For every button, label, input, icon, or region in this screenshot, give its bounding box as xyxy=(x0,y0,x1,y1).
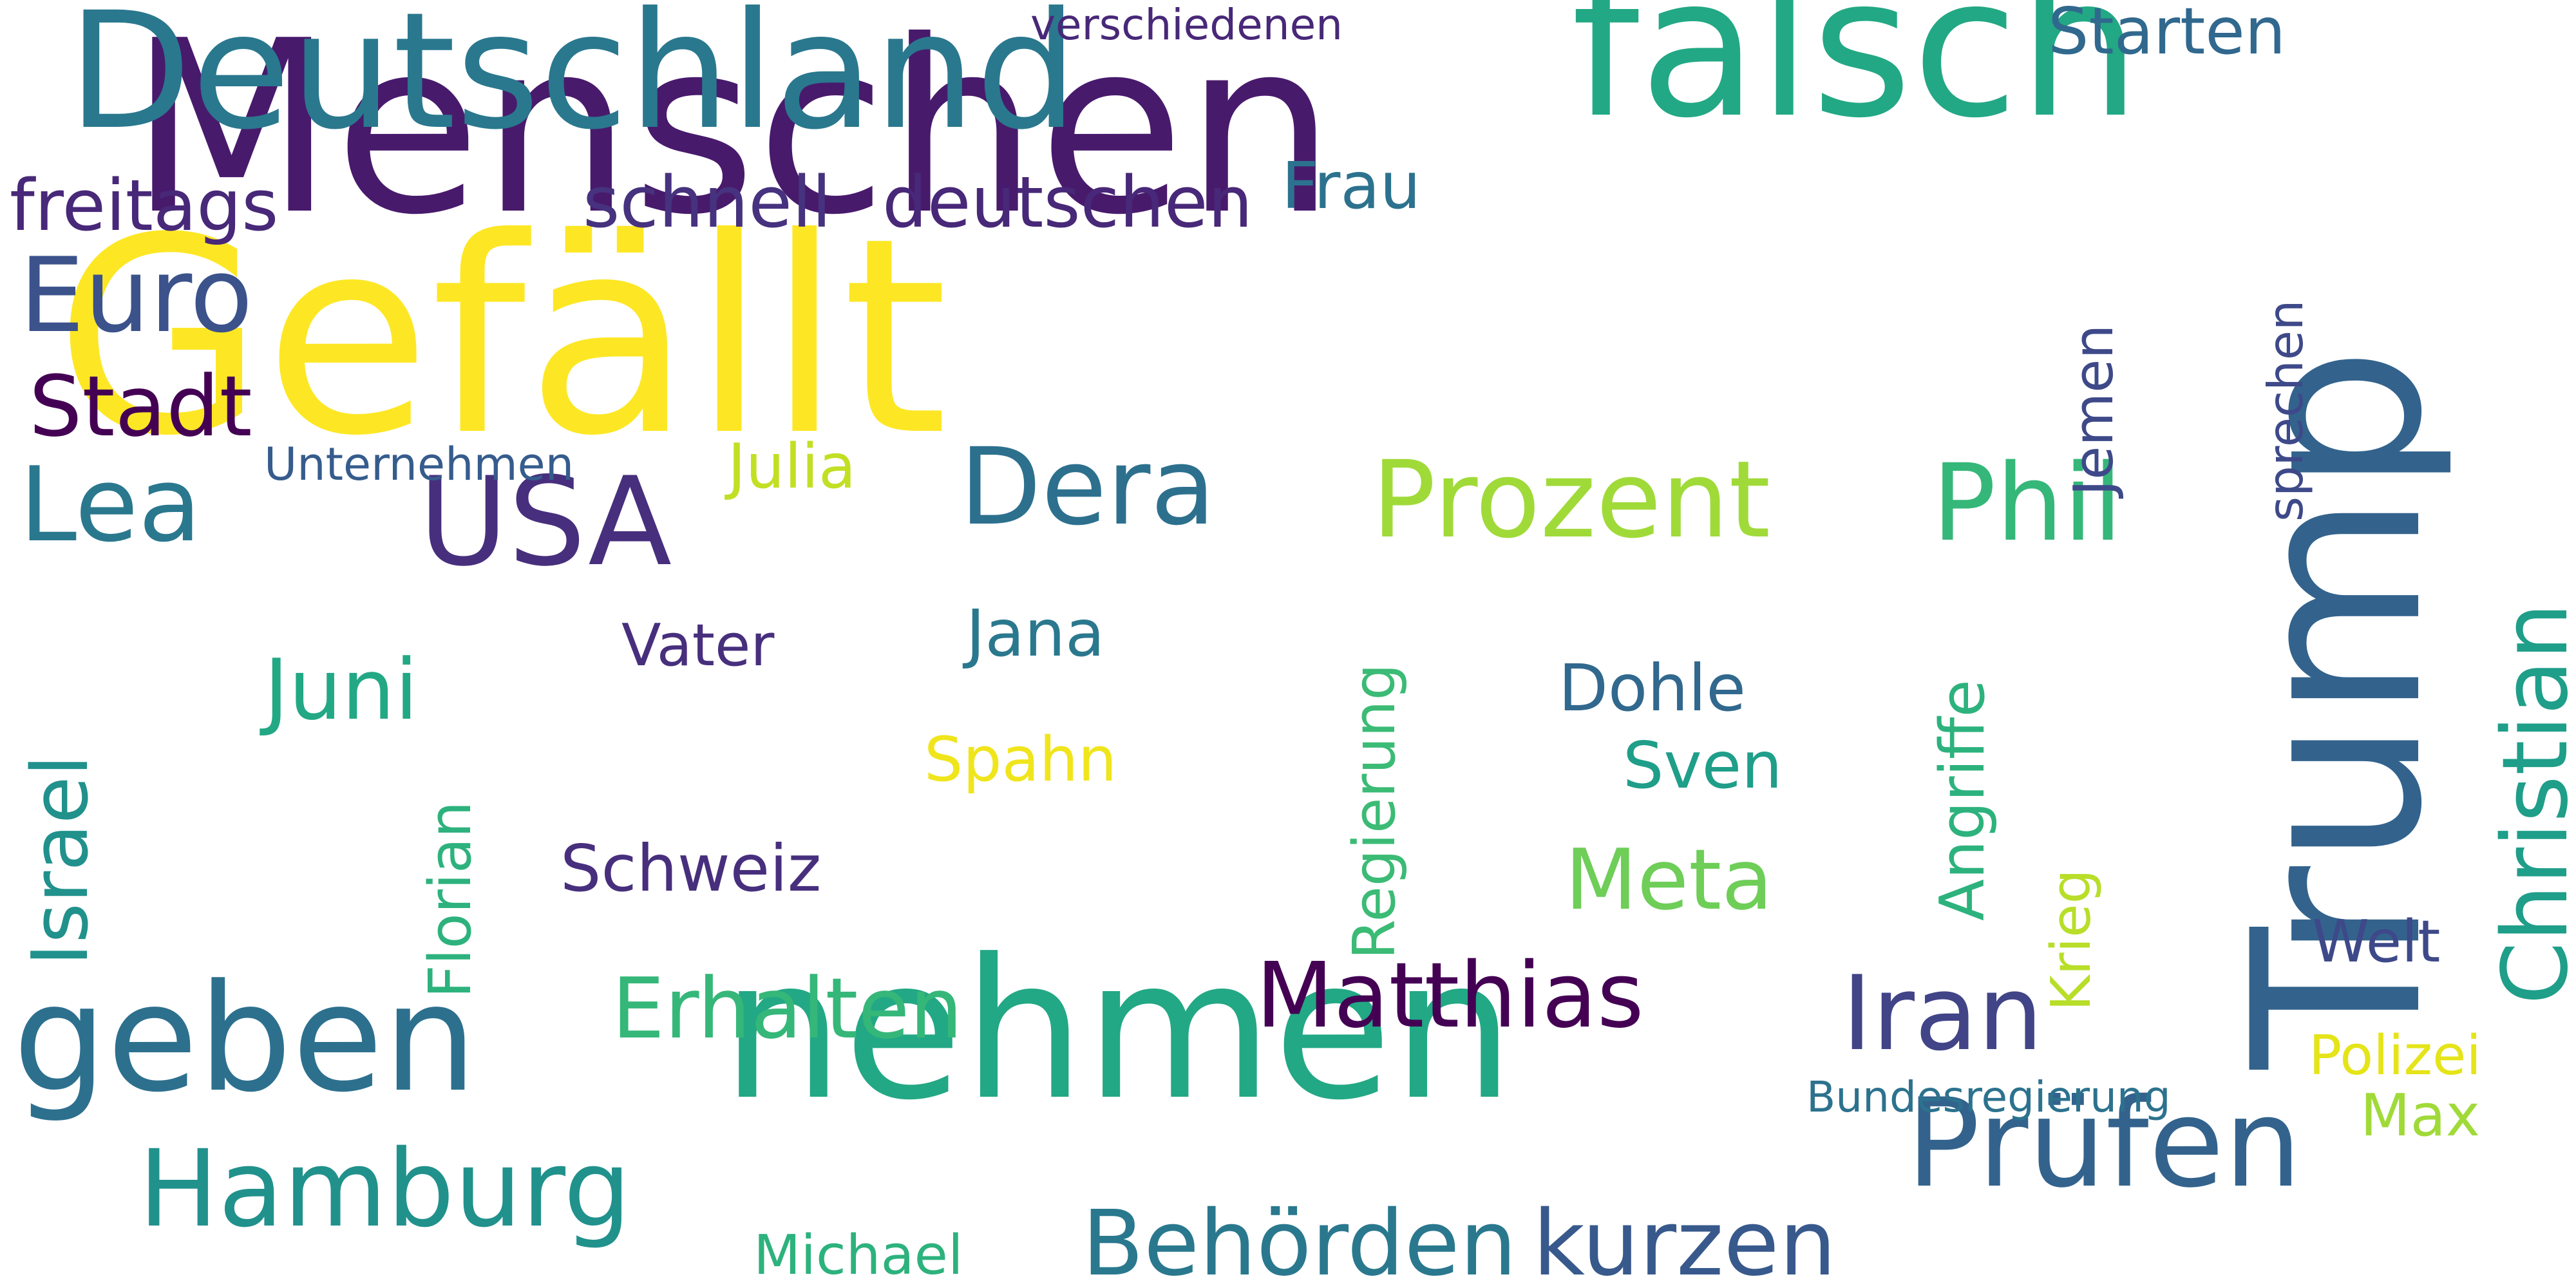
word-lea: Lea xyxy=(19,444,202,565)
word-jemen: Jemen xyxy=(2062,325,2126,499)
word-trump: Trump xyxy=(2203,346,2450,1073)
word-freitags: freitags xyxy=(10,164,279,247)
word-deutschen: deutschen xyxy=(882,161,1253,243)
word-dera: Dera xyxy=(960,425,1216,549)
word-starten: Starten xyxy=(2048,0,2286,69)
word-menschen: Menschen xyxy=(129,0,1336,267)
word-michael: Michael xyxy=(753,1224,963,1287)
word-erhalten: Erhalten xyxy=(612,960,963,1057)
word-israel: Israel xyxy=(16,755,103,966)
word-juni: Juni xyxy=(264,641,419,739)
word-julia: Julia xyxy=(728,431,857,502)
word-schweiz: Schweiz xyxy=(560,831,822,906)
word-stadt: Stadt xyxy=(29,357,252,455)
word-falsch: falsch xyxy=(1571,0,2141,160)
word-jana: Jana xyxy=(966,596,1105,671)
word-vater: Vater xyxy=(621,612,775,679)
word-polizei: Polizei xyxy=(2309,1024,2481,1088)
word-bundesregierung: Bundesregierung xyxy=(1806,1072,2171,1122)
svg-text:Trump: Trump xyxy=(2203,346,2450,1073)
word-sprechen: sprechen xyxy=(2257,300,2314,522)
word-matthias: Matthias xyxy=(1256,943,1644,1048)
word-deutschland: Deutschland xyxy=(68,0,1078,165)
word-florian: Florian xyxy=(417,801,484,998)
word-usa: USA xyxy=(419,451,672,593)
word-kurzen: kurzen xyxy=(1533,1191,1837,1288)
word-angriffe: Angriffe xyxy=(1927,679,1998,921)
word-spahn: Spahn xyxy=(924,724,1117,795)
word-schnell: schnell xyxy=(583,161,832,243)
word-frau: Frau xyxy=(1282,148,1421,223)
word-regierung: Regierung xyxy=(1341,663,1408,960)
word-christian: Christian xyxy=(2486,603,2576,1005)
svg-text:Florian: Florian xyxy=(417,801,484,998)
svg-text:sprechen: sprechen xyxy=(2257,300,2314,522)
word-sven: Sven xyxy=(1623,728,1783,803)
word-hamburg: Hamburg xyxy=(138,1127,631,1251)
word-max: Max xyxy=(2360,1082,2481,1150)
svg-text:Krieg: Krieg xyxy=(2040,869,2103,1011)
word-unternehmen: Unternehmen xyxy=(264,438,574,491)
word-welt: Welt xyxy=(2312,908,2441,976)
svg-text:Jemen: Jemen xyxy=(2062,325,2126,499)
word-nehmen: nehmen xyxy=(721,918,1515,1142)
word-phil: Phil xyxy=(1932,441,2123,565)
word-behoerden: Behörden xyxy=(1082,1191,1517,1288)
word-iran: Iran xyxy=(1842,953,2043,1074)
svg-text:Christian: Christian xyxy=(2486,603,2576,1005)
word-euro: Euro xyxy=(19,235,253,355)
word-meta: Meta xyxy=(1565,831,1773,929)
word-gefaellt: Gefällt xyxy=(55,180,949,495)
word-geben: geben xyxy=(13,953,477,1125)
word-verschiedenen: verschiedenen xyxy=(1030,0,1343,50)
word-dohle: Dohle xyxy=(1558,650,1746,726)
svg-text:Regierung: Regierung xyxy=(1341,663,1408,960)
word-pruefen: Prüfen xyxy=(1906,1072,2302,1215)
word-prozent: Prozent xyxy=(1372,438,1771,562)
svg-text:Angriffe: Angriffe xyxy=(1927,679,1998,921)
word-krieg: Krieg xyxy=(2040,869,2103,1011)
svg-text:Israel: Israel xyxy=(16,755,103,966)
